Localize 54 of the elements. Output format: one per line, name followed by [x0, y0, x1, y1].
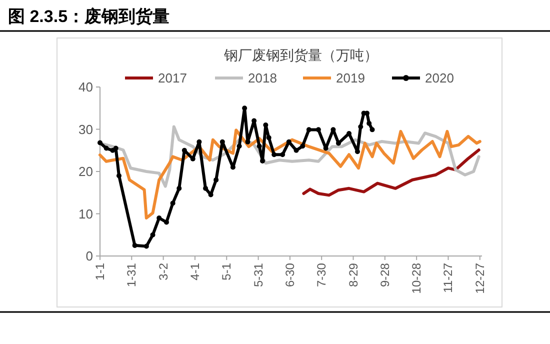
x-tick-label: 5-1 [220, 262, 234, 280]
x-tick-label: 8-29 [346, 262, 360, 288]
point [354, 149, 360, 154]
point [272, 152, 277, 158]
point [370, 127, 375, 132]
line-series [302, 148, 480, 197]
point [306, 127, 312, 132]
x-tick-label: 3-2 [156, 262, 170, 280]
x-tick-label: 4-1 [188, 262, 202, 280]
chart-subtitle: 钢厂废钢到货量（万吨） [223, 47, 378, 63]
point [366, 120, 372, 126]
x-tick-label: 1-31 [124, 262, 139, 288]
x-tick-label: 9-28 [378, 262, 392, 288]
point [220, 139, 225, 144]
chart-title: 图 2.3.5：废钢到货量 [8, 7, 170, 26]
point [164, 220, 169, 225]
y-tick-label: 10 [78, 206, 93, 222]
point [358, 124, 364, 130]
point [294, 148, 299, 153]
point [203, 186, 208, 191]
legend-label: 2017 [158, 70, 187, 86]
y-tick-label: 40 [78, 80, 93, 94]
y-tick-label: 0 [86, 248, 93, 264]
point [256, 144, 262, 149]
legend-label: 2020 [425, 70, 454, 86]
point [280, 152, 286, 158]
legend-label: 2018 [248, 70, 277, 86]
point [104, 146, 109, 151]
point [144, 244, 149, 249]
x-tick-label: 10-28 [410, 262, 424, 294]
y-tick-label: 30 [78, 122, 93, 137]
x-tick-label: 11-27 [441, 262, 456, 293]
point [132, 242, 138, 248]
point [98, 140, 102, 146]
x-tick-label: 5-31 [251, 262, 266, 288]
x-tick-label: 12-27 [472, 262, 487, 294]
point [176, 186, 182, 191]
x-tick-label: 7-30 [314, 262, 329, 288]
point [182, 148, 187, 153]
legend-label: 2019 [336, 70, 365, 86]
point [316, 127, 321, 132]
point [196, 139, 202, 144]
point [236, 144, 242, 149]
point [156, 215, 162, 220]
point [116, 173, 122, 178]
point [300, 144, 306, 149]
x-tick-label: 1-1 [93, 262, 107, 280]
line-series [98, 128, 482, 220]
x-tick-label: 6-30 [282, 262, 297, 288]
y-tick-label: 20 [78, 164, 93, 179]
point [266, 135, 272, 140]
point [214, 177, 219, 182]
point [150, 232, 156, 238]
point [170, 200, 176, 206]
